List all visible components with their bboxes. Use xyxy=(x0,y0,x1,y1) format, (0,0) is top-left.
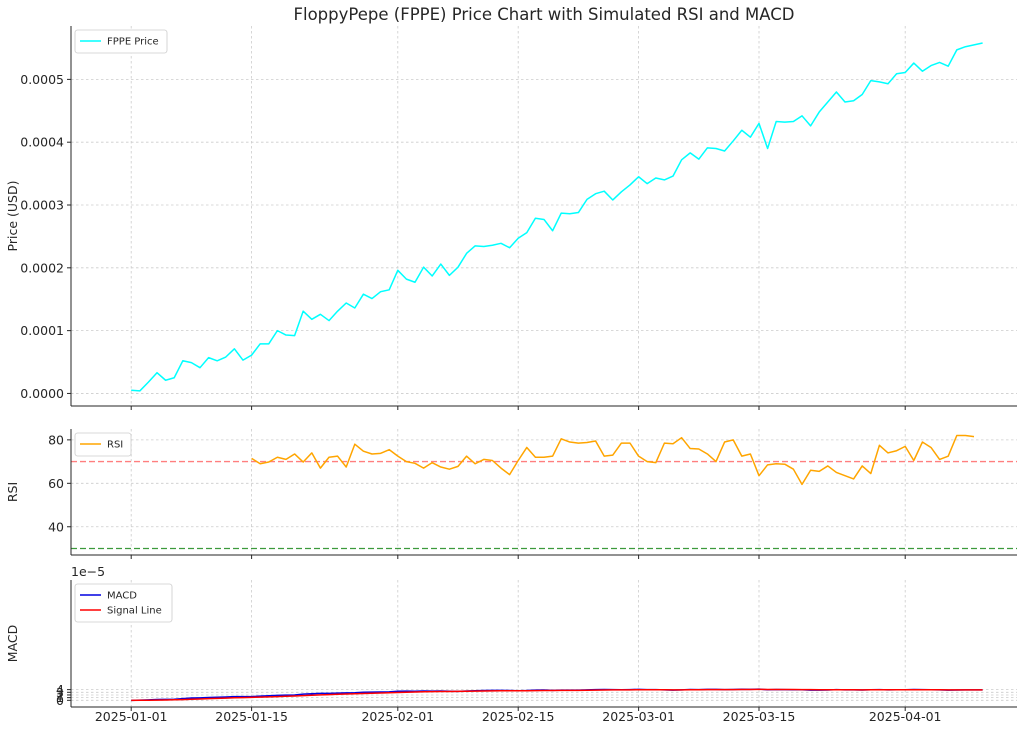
y-tick-label: 60 xyxy=(48,476,64,491)
x-tick-label: 2025-01-15 xyxy=(215,709,288,724)
y-tick-label: 80 xyxy=(48,432,64,447)
y-tick-label: 40 xyxy=(48,519,64,534)
panels: 0.0000 0.0001 0.0002 0.0003 0.0004 0.0005 Pric… xyxy=(5,26,1017,724)
x-tick-label: 2025-03-01 xyxy=(602,709,675,724)
y-tick-label: 0.0000 xyxy=(20,386,64,401)
y-tick-label: 0.0001 xyxy=(20,323,64,338)
y-tick-label: 4 xyxy=(56,682,64,697)
y-axis-label: RSI xyxy=(5,482,20,502)
y-tick-label: 0 xyxy=(56,693,64,708)
x-tick-label: 2025-01-01 xyxy=(95,709,168,724)
x-tick-label: 2025-02-01 xyxy=(361,709,434,724)
x-tick-label: 2025-02-15 xyxy=(482,709,555,724)
series-line xyxy=(251,434,975,486)
y-axis-label: Price (USD) xyxy=(5,181,20,252)
legend-label: FPPE Price xyxy=(107,37,159,48)
legend-frame xyxy=(74,583,173,623)
x-tick-label: 2025-03-15 xyxy=(723,709,796,724)
legend-frame xyxy=(74,29,168,54)
x-tick-label: 2025-04-01 xyxy=(869,709,942,724)
y-tick-label: 0.0002 xyxy=(20,260,64,275)
y-tick-label: 0.0004 xyxy=(20,135,64,150)
legend-label: RSI xyxy=(107,440,123,451)
y-tick-label: 3 xyxy=(56,685,64,700)
legend: FPPE Price xyxy=(74,29,168,54)
y-tick-label: 0.0003 xyxy=(20,198,64,213)
y-offset-label: 1e−5 xyxy=(71,564,105,579)
panel-2: 40 60 80 RSI RSI xyxy=(5,429,1017,559)
series-line xyxy=(131,42,983,392)
y-axis-label: MACD xyxy=(5,625,20,662)
y-tick-label: 1 xyxy=(56,690,64,705)
legend-label: Signal Line xyxy=(107,606,162,617)
y-tick-label: 0.0005 xyxy=(20,72,64,87)
chart-title: FloppyPepe (FPPE) Price Chart with Simul… xyxy=(294,5,795,24)
legend: MACD Signal Line xyxy=(74,583,173,623)
panel-1: 0.0000 0.0001 0.0002 0.0003 0.0004 0.0005 Pric… xyxy=(5,26,1017,410)
legend: RSI xyxy=(74,432,132,457)
legend-label: MACD xyxy=(107,591,137,602)
y-tick-label: 2 xyxy=(56,687,64,702)
series-line xyxy=(131,688,983,702)
legend-frame xyxy=(74,432,132,457)
